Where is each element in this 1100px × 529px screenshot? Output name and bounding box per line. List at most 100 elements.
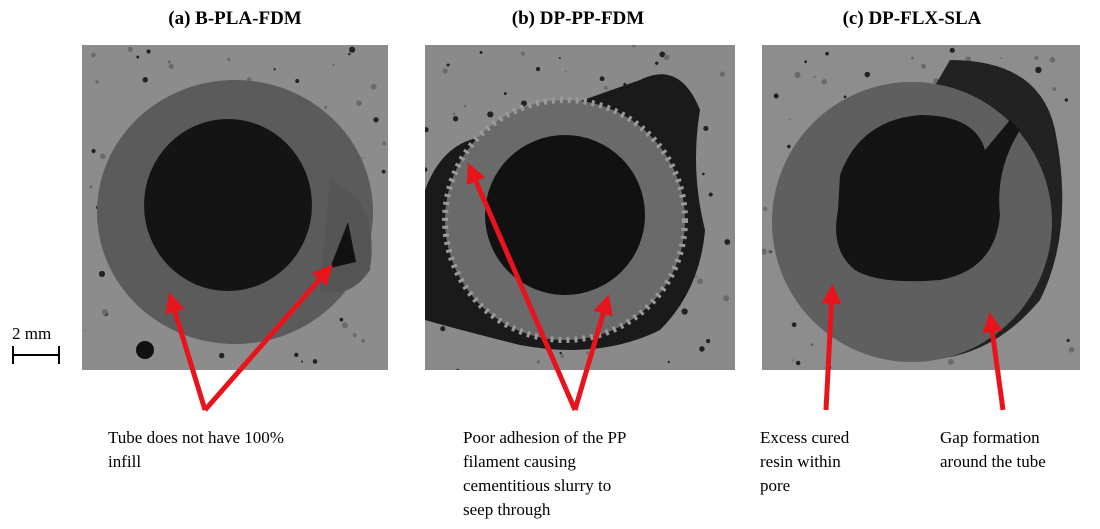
speckle — [770, 250, 773, 253]
speckle — [663, 54, 670, 61]
speckle — [348, 52, 351, 56]
speckle — [864, 71, 871, 78]
panel-title: (a) B-PLA-FDM — [168, 8, 302, 29]
speckle — [703, 125, 709, 131]
speckle — [948, 358, 954, 365]
speckle — [127, 46, 133, 52]
speckle — [920, 63, 926, 69]
speckle — [219, 352, 225, 359]
speckle — [843, 95, 847, 99]
speckle — [667, 360, 670, 364]
annotation-text: around the tube — [940, 452, 1046, 471]
speckle — [341, 322, 349, 329]
speckle — [91, 148, 96, 154]
speckle — [699, 346, 705, 352]
annotation-text: seep through — [463, 500, 551, 519]
speckle — [339, 317, 344, 322]
speckle — [564, 70, 567, 73]
speckle — [536, 360, 541, 364]
speckle — [440, 326, 446, 332]
speckle — [794, 71, 801, 79]
speckle — [804, 60, 808, 64]
speckle — [142, 77, 148, 83]
speckle — [763, 206, 768, 211]
speckle — [84, 329, 86, 332]
scale-bar — [12, 346, 60, 364]
speckle — [300, 360, 303, 363]
speckle — [708, 192, 713, 197]
speckle — [911, 56, 915, 60]
annotation-text: Poor adhesion of the PP — [463, 428, 626, 447]
annotation-text: resin within — [760, 452, 841, 471]
speckle — [446, 63, 450, 67]
speckle — [705, 339, 711, 344]
speckle — [520, 51, 525, 56]
annotation-text: infill — [108, 452, 141, 471]
arrows — [165, 162, 1006, 412]
speckle — [695, 275, 698, 278]
speckle — [98, 270, 106, 277]
speckle — [373, 117, 379, 123]
speckle — [1035, 66, 1042, 74]
speckle — [701, 172, 705, 176]
speckle — [168, 63, 174, 69]
speckle — [146, 49, 151, 54]
speckle — [558, 56, 561, 59]
speckle — [535, 66, 541, 72]
speckle — [101, 308, 109, 316]
speckle — [503, 92, 507, 96]
ct-image-b — [425, 45, 735, 370]
speckle — [381, 169, 386, 174]
speckle — [559, 351, 562, 355]
speckle — [560, 354, 564, 358]
speckle — [91, 52, 96, 58]
speckle — [136, 55, 140, 59]
speckle — [382, 141, 387, 146]
speckle — [762, 248, 767, 255]
speckle — [795, 360, 801, 366]
speckle — [813, 75, 816, 79]
speckle — [452, 116, 459, 122]
speckle — [719, 71, 726, 77]
speckle — [425, 167, 428, 172]
scale-bar-label: 2 mm — [12, 324, 51, 343]
speckle — [723, 295, 730, 302]
speckle — [791, 359, 794, 362]
speckle — [659, 51, 666, 58]
speckle — [89, 185, 93, 189]
speckle — [724, 239, 731, 245]
speckle — [463, 104, 467, 108]
annotation-text: filament causing — [463, 452, 576, 471]
speckle — [456, 368, 459, 370]
speckle — [352, 333, 357, 338]
speckle — [452, 112, 456, 116]
speckle — [361, 338, 366, 343]
speckle — [361, 156, 364, 159]
panel-title: (c) DP-FLX-SLA — [843, 8, 982, 29]
speckle — [1000, 57, 1003, 59]
speckle — [273, 68, 276, 71]
speckle — [1064, 98, 1069, 102]
speckle — [295, 79, 300, 83]
speckle — [100, 153, 106, 159]
speckle — [356, 100, 362, 106]
speckle — [632, 45, 636, 48]
panel-title: (b) DP-PP-FDM — [512, 8, 644, 29]
annotation-text: Tube does not have 100% — [108, 428, 284, 447]
speckle — [1049, 56, 1056, 63]
speckle — [791, 322, 797, 328]
speckle — [821, 79, 827, 85]
speckle — [788, 118, 791, 121]
speckle — [773, 93, 779, 99]
speckle — [227, 57, 231, 62]
speckle — [585, 351, 589, 355]
speckle — [1066, 338, 1070, 343]
annotation-text: pore — [760, 476, 790, 495]
speckle — [965, 56, 971, 62]
speckle — [655, 61, 659, 65]
speckle — [247, 77, 252, 82]
speckle — [949, 47, 955, 53]
speckle — [1068, 346, 1075, 353]
speckle — [487, 111, 494, 118]
